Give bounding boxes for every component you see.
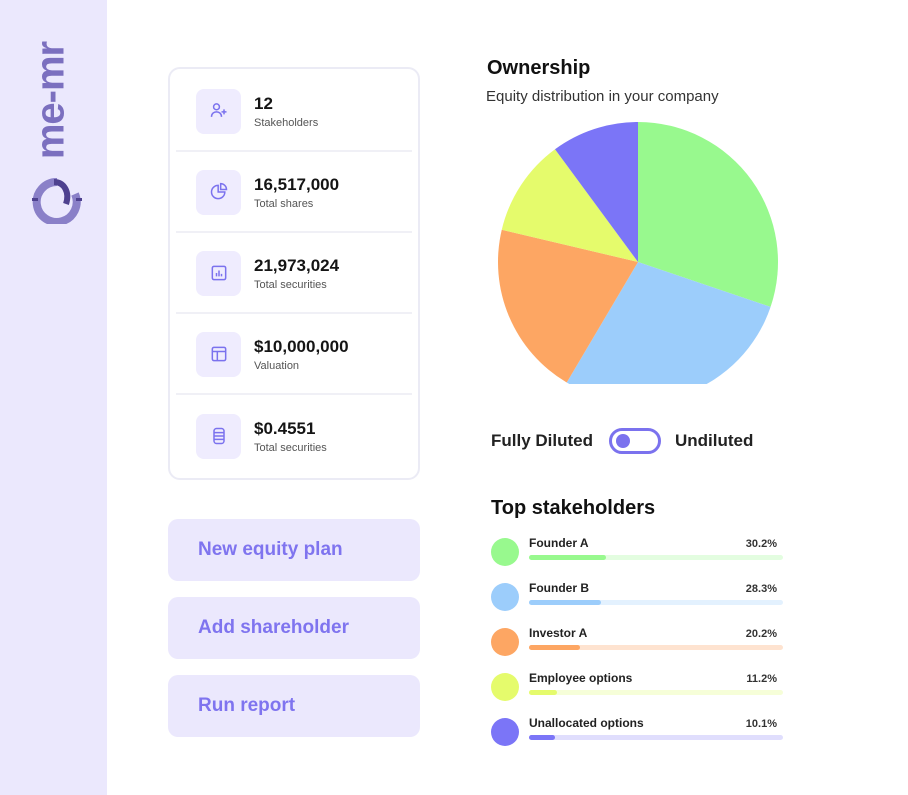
ownership-title: Ownership	[487, 57, 591, 79]
layout-icon	[196, 331, 241, 377]
new-equity-plan-button[interactable]: New equity plan	[168, 519, 420, 581]
add-shareholder-button[interactable]: Add shareholder	[168, 597, 420, 659]
stakeholder-row: Unallocated options 10.1%	[491, 716, 783, 748]
stat-item: $10,000,000 Valuation	[176, 315, 412, 395]
stakeholder-bar-fill	[529, 645, 581, 650]
stakeholder-bar	[529, 600, 783, 605]
stat-item: 12 Stakeholders	[176, 72, 412, 152]
bar-chart-icon	[196, 250, 241, 296]
stakeholder-percent: 28.3%	[745, 583, 777, 595]
stat-item: 21,973,024 Total securities	[176, 234, 412, 314]
stakeholder-percent: 20.2%	[745, 628, 777, 640]
stakeholder-name: Employee options	[529, 671, 633, 685]
stakeholder-percent: 10.1%	[745, 718, 777, 730]
stakeholder-dot	[491, 673, 519, 701]
user-plus-icon	[196, 88, 241, 134]
undiluted-label[interactable]: Undiluted	[675, 431, 754, 450]
pie-slice-founder-a	[638, 122, 778, 307]
stakeholder-bar	[529, 645, 783, 650]
dilution-toggle[interactable]	[609, 428, 661, 454]
stat-label: Stakeholders	[254, 116, 319, 129]
stakeholder-bar	[529, 555, 783, 560]
ownership-pie-chart	[498, 122, 778, 384]
pie-slice-investor-a	[498, 229, 638, 383]
stat-value: 16,517,000	[254, 174, 340, 194]
sidebar: me-mr	[0, 0, 107, 795]
stakeholder-dot	[491, 583, 519, 611]
dilution-toggle-row: Fully Diluted Undiluted	[491, 428, 753, 454]
pie-slice-founder-b	[566, 262, 771, 384]
pie-chart-icon	[196, 169, 241, 215]
stat-value: 21,973,024	[254, 255, 340, 275]
stakeholder-name: Investor A	[529, 626, 588, 640]
stakeholder-name: Founder A	[529, 536, 589, 550]
pie-slice-employee-options	[501, 149, 638, 262]
ownership-subtitle: Equity distribution in your company	[486, 88, 719, 105]
stakeholder-dot	[491, 538, 519, 566]
logo-text: me-mr	[28, 41, 73, 160]
stat-label: Valuation	[254, 359, 300, 372]
stat-label: Total securities	[254, 441, 327, 454]
top-stakeholders-title: Top stakeholders	[491, 497, 656, 519]
logo-mark-icon	[32, 178, 82, 224]
stakeholder-row: Founder A 30.2%	[491, 536, 783, 568]
stakeholder-name: Founder B	[529, 581, 589, 595]
stat-value: $10,000,000	[254, 336, 349, 356]
stat-label: Total securities	[254, 278, 327, 291]
stakeholder-dot	[491, 718, 519, 746]
pie-slice-unallocated-options	[555, 122, 638, 262]
stakeholder-dot	[491, 628, 519, 656]
stat-value: 12	[254, 93, 273, 113]
logo[interactable]: me-mr	[22, 30, 82, 224]
stakeholder-row: Founder B 28.3%	[491, 581, 783, 613]
stakeholder-bar-fill	[529, 555, 606, 560]
stakeholder-bar-fill	[529, 600, 601, 605]
stat-item: 16,517,000 Total shares	[176, 153, 412, 233]
stats-card: 12 Stakeholders 16,517,000 Total shares 21…	[168, 67, 420, 480]
stakeholder-percent: 30.2%	[745, 538, 777, 550]
stakeholder-bar-fill	[529, 690, 558, 695]
stat-label: Total shares	[254, 197, 314, 210]
stakeholder-bar	[529, 735, 783, 740]
database-icon	[196, 413, 241, 459]
stakeholder-row: Investor A 20.2%	[491, 626, 783, 658]
stakeholder-bar-fill	[529, 735, 555, 740]
stakeholder-name: Unallocated options	[529, 716, 644, 730]
fully-diluted-label[interactable]: Fully Diluted	[491, 431, 593, 450]
stakeholder-row: Employee options 11.2%	[491, 671, 783, 703]
stat-item: $0.4551 Total securities	[176, 396, 412, 476]
stakeholder-bar	[529, 690, 783, 695]
stakeholder-percent: 11.2%	[746, 673, 777, 685]
stat-value: $0.4551	[254, 418, 316, 438]
run-report-button[interactable]: Run report	[168, 675, 420, 737]
